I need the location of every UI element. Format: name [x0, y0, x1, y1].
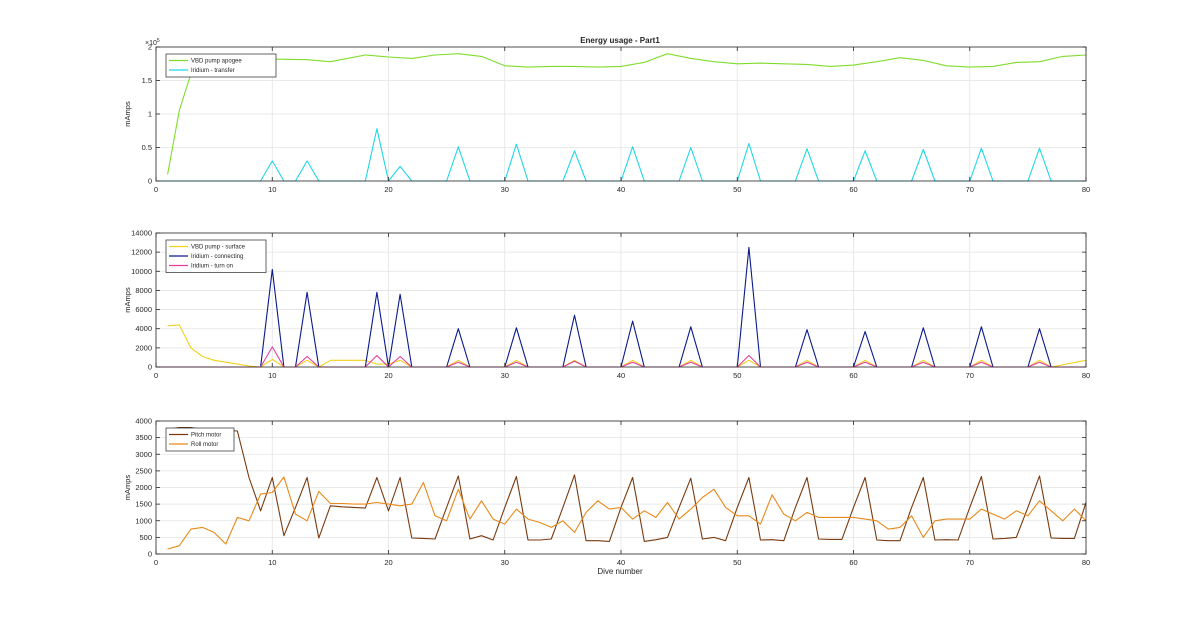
- y-tick-label: 1500: [135, 500, 152, 509]
- y-tick-label: 2000: [135, 343, 152, 352]
- y-tick-label: 1: [148, 110, 152, 119]
- figure-title: Energy usage - Part1: [580, 36, 660, 45]
- y-tick-label: 12000: [131, 248, 152, 257]
- y-tick-label: 4000: [135, 324, 152, 333]
- x-tick-label: 10: [268, 185, 276, 194]
- x-tick-label: 60: [849, 371, 857, 380]
- x-tick-label: 40: [617, 558, 625, 567]
- y-axis-label: mAmps: [123, 101, 132, 127]
- x-tick-label: 30: [501, 185, 509, 194]
- legend-entry: Iridium - connecting: [191, 254, 243, 260]
- legend-box: [165, 427, 235, 452]
- x-tick-label: 10: [268, 371, 276, 380]
- legend: VBD pump apogee Iridium - transfer: [165, 53, 277, 78]
- x-tick-label: 30: [501, 371, 509, 380]
- x-tick-label: 70: [966, 558, 974, 567]
- x-tick-label: 80: [1082, 558, 1090, 567]
- x-tick-label: 20: [384, 371, 392, 380]
- chart-panel-middle: 0 10 20 30 40 50 60 70 80 0 2000 4000 6000 8000 10000 1…: [123, 229, 1090, 381]
- x-tick-label: 10: [268, 558, 276, 567]
- series-line-roll-motor: [167, 476, 1087, 550]
- legend-entry: Roll motor: [191, 442, 218, 448]
- series-line-vbd-pump-apogee: [167, 53, 1087, 175]
- x-tick-label: 50: [733, 558, 741, 567]
- x-axis-label: Dive number: [597, 567, 643, 576]
- y-tick-label: 0.5: [142, 143, 152, 152]
- y-tick-label: 3000: [135, 450, 152, 459]
- legend-entry: Iridium - transfer: [191, 68, 235, 74]
- y-exponent-label: ×105: [145, 38, 160, 47]
- x-tick-label: 50: [733, 185, 741, 194]
- series-line-iridium-connecting: [156, 246, 1086, 368]
- y-tick-label: 6000: [135, 305, 152, 314]
- y-tick-label: 500: [139, 533, 152, 542]
- legend-entry: Pitch motor: [191, 433, 221, 439]
- y-tick-label: 0: [148, 177, 152, 186]
- x-tick-label: 70: [966, 371, 974, 380]
- x-tick-label: 20: [384, 185, 392, 194]
- x-tick-label: 50: [733, 371, 741, 380]
- x-tick-label: 60: [849, 185, 857, 194]
- x-tick-label: 0: [154, 558, 158, 567]
- y-tick-label: 2: [148, 43, 152, 52]
- y-axis-label: mAmps: [123, 475, 132, 501]
- legend: VBD pump - surface Iridium - connecting Ir…: [165, 239, 267, 273]
- y-tick-label: 8000: [135, 286, 152, 295]
- x-tick-label: 40: [617, 371, 625, 380]
- legend-entry: VBD pump - surface: [191, 245, 246, 251]
- x-tick-label: 30: [501, 558, 509, 567]
- x-tick-label: 0: [154, 185, 158, 194]
- chart-panel-bottom: 0 10 20 30 40 50 60 70 80 0 500 1000 1500 2000 2500 300…: [123, 417, 1090, 568]
- y-tick-label: 0: [148, 363, 152, 372]
- y-tick-label: 2500: [135, 466, 152, 475]
- legend-box: [165, 53, 277, 78]
- x-tick-label: 40: [617, 185, 625, 194]
- y-tick-label: 4000: [135, 417, 152, 426]
- x-tick-label: 0: [154, 371, 158, 380]
- y-tick-label: 0: [148, 550, 152, 559]
- x-tick-label: 80: [1082, 371, 1090, 380]
- legend-entry: VBD pump apogee: [191, 59, 242, 65]
- y-tick-label: 10000: [131, 267, 152, 276]
- y-tick-label: 2000: [135, 483, 152, 492]
- series-line-iridium-transfer: [156, 128, 1086, 182]
- y-tick-label: 1.5: [142, 76, 152, 85]
- y-tick-label: 3500: [135, 433, 152, 442]
- x-tick-label: 70: [966, 185, 974, 194]
- series-line-iridium-turn-on: [156, 346, 1086, 368]
- series-line-pitch-motor: [167, 427, 1087, 542]
- x-tick-label: 80: [1082, 185, 1090, 194]
- x-tick-label: 60: [849, 558, 857, 567]
- chart-panel-top: 0 10 20 30 40 50 60 70 80 0 0.5 1 1.5 2×105 mAmps VBD p…: [123, 38, 1090, 194]
- y-tick-label: 1000: [135, 516, 152, 525]
- legend-entry: Iridium - turn on: [191, 264, 233, 270]
- legend: Pitch motor Roll motor: [165, 427, 235, 452]
- y-axis-label: mAmps: [123, 287, 132, 313]
- y-tick-label: 14000: [131, 229, 152, 238]
- x-tick-label: 20: [384, 558, 392, 567]
